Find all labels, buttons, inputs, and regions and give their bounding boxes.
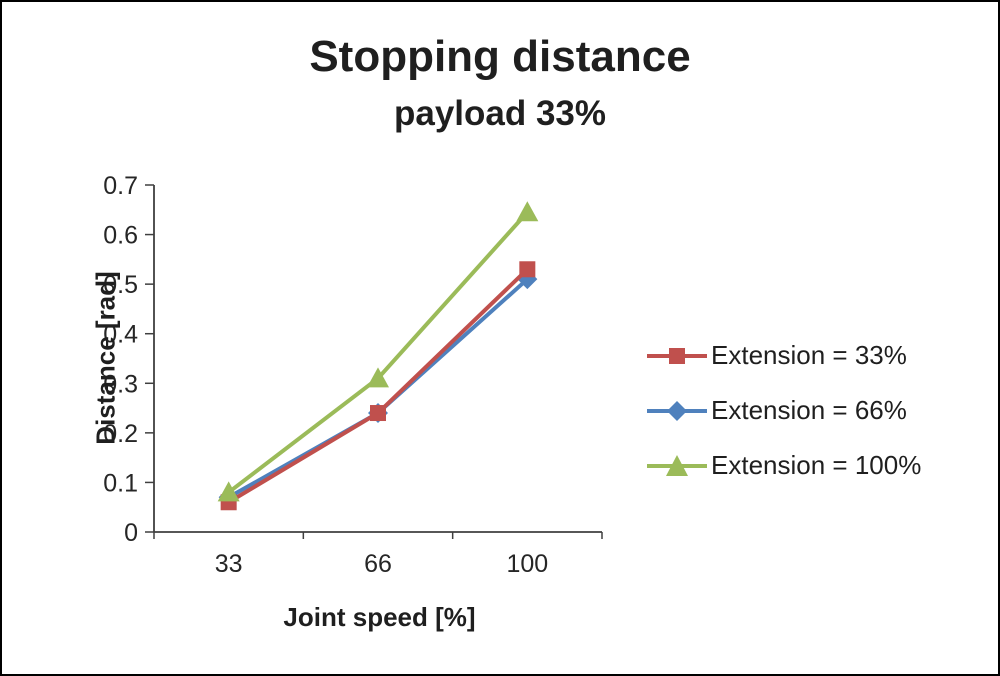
svg-text:100: 100 — [506, 550, 548, 578]
legend-item: Extension = 66% — [647, 395, 921, 426]
diamond-legend-marker-icon — [647, 400, 707, 421]
legend-item-label: Extension = 66% — [711, 395, 907, 425]
svg-text:33: 33 — [215, 550, 243, 578]
legend-item: Extension = 33% — [647, 340, 921, 371]
svg-text:0.5: 0.5 — [103, 271, 138, 299]
x-axis-title: Joint speed [%] — [283, 602, 476, 632]
chart-legend: Extension = 33% Extension = 66% Extension … — [647, 340, 921, 481]
chart-title: Stopping distance — [309, 32, 691, 81]
svg-text:66: 66 — [364, 550, 392, 578]
svg-text:0.3: 0.3 — [103, 370, 138, 398]
square-legend-marker-icon — [647, 347, 707, 364]
legend-item: Extension = 100% — [647, 450, 921, 481]
legend-item-label: Extension = 33% — [711, 340, 907, 370]
svg-text:0.7: 0.7 — [103, 172, 138, 200]
svg-text:0.6: 0.6 — [103, 222, 138, 250]
svg-text:0.4: 0.4 — [103, 321, 138, 349]
chart-subtitle: payload 33% — [393, 94, 607, 133]
legend-item-label: Extension = 100% — [711, 450, 922, 480]
svg-text:0.2: 0.2 — [103, 420, 138, 448]
triangle-legend-marker-icon — [647, 454, 707, 476]
svg-text:0.1: 0.1 — [103, 469, 138, 497]
y-axis-title: Distance [rad] — [90, 271, 121, 445]
svg-text:0: 0 — [124, 519, 138, 547]
